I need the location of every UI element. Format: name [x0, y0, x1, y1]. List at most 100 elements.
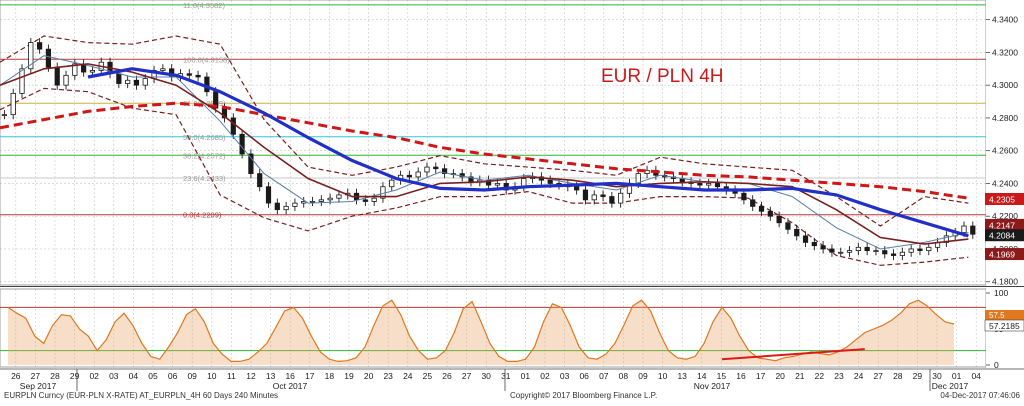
candle-body: [591, 194, 597, 201]
candle-body: [45, 48, 52, 68]
band-lower: [0, 87, 969, 266]
candle-body: [292, 202, 298, 207]
oscillator-trend-line: [721, 348, 865, 361]
x-tick-label: 20: [364, 371, 374, 381]
candle-body: [846, 250, 853, 253]
x-tick-label: 17: [305, 371, 315, 381]
candle-body: [362, 199, 368, 202]
price-tag-0: [985, 193, 1024, 206]
y-tick-label: 4.3000: [992, 80, 1018, 90]
x-tick-label: 29: [70, 371, 80, 381]
x-tick-label: 09: [187, 371, 197, 381]
x-tick-label: 16: [736, 371, 746, 381]
osc-tag-bg-1: [984, 319, 1024, 332]
y-tick-label: 4.3400: [992, 15, 1018, 25]
candle-body: [908, 248, 914, 253]
fib-level-label: 38.2(4.2572): [183, 151, 226, 160]
candle-body: [336, 194, 342, 199]
candle-body: [890, 253, 897, 256]
candle-body: [600, 194, 606, 197]
osc-y-tick-label: 100: [994, 288, 1008, 298]
x-tick-label: 13: [266, 371, 276, 381]
x-tick-label: 13: [677, 371, 687, 381]
y-tick-label: 4.2200: [992, 211, 1018, 221]
y-tick-label: 4.3200: [992, 47, 1018, 57]
x-tick-label: 24: [854, 371, 864, 381]
y-tick-label: 4.2800: [992, 113, 1018, 123]
x-tick-label: 28: [893, 371, 903, 381]
x-tick-label: 27: [462, 371, 472, 381]
x-tick-label: 02: [540, 371, 550, 381]
osc-y-tick-label: 0: [994, 360, 999, 370]
x-tick-label: 10: [658, 371, 668, 381]
price-tag-label: 4.1969: [989, 250, 1015, 260]
x-tick-label: 18: [325, 371, 335, 381]
candle-body: [204, 76, 210, 93]
candle-body: [1, 114, 8, 117]
candle-body: [811, 242, 817, 247]
x-tick-label: 24: [403, 371, 413, 381]
x-tick-label: 27: [873, 371, 883, 381]
y-tick-label: 4.2600: [992, 146, 1018, 156]
candle-body: [820, 245, 826, 250]
candle-body: [195, 74, 201, 78]
candle-body: [283, 205, 289, 211]
candle-body: [389, 179, 395, 188]
x-tick-label: 04: [129, 371, 139, 381]
period-label: Nov 2017: [694, 381, 731, 391]
x-tick-label: 27: [31, 371, 41, 381]
x-tick-label: 08: [619, 371, 629, 381]
candle-body: [618, 192, 624, 204]
candle-body: [767, 210, 773, 217]
candle-body: [133, 79, 140, 86]
x-tick-label: 23: [383, 371, 393, 381]
candle-body: [371, 197, 377, 202]
footer-right: 04-Dec-2017 07:46:06: [940, 391, 1020, 400]
price-tag-2: [985, 229, 1024, 242]
candle-body: [257, 173, 263, 188]
footer-center: Copyright© 2017 Bloomberg Finance L.P.: [510, 391, 657, 400]
candle-body: [609, 196, 615, 204]
candle-body: [961, 225, 967, 233]
fib-level-label: 11.8(4.3582): [183, 1, 225, 10]
x-tick-label: 21: [795, 371, 805, 381]
candle-body: [142, 78, 148, 86]
fib-level-label: 50.0(4.2685): [183, 133, 226, 142]
x-tick-label: 05: [148, 371, 158, 381]
candle-body: [230, 117, 236, 135]
x-tick-label: 30: [932, 371, 942, 381]
candle-body: [970, 225, 976, 235]
price-tag-label: 4.2305: [989, 195, 1015, 205]
candle-body: [785, 222, 791, 230]
x-tick-label: 11: [227, 371, 236, 381]
x-tick-label: 25: [423, 371, 433, 381]
x-tick-label: 14: [697, 371, 707, 381]
price-tag-1: [985, 218, 1024, 231]
x-tick-label: 20: [775, 371, 785, 381]
oscillator-fill: [8, 300, 954, 365]
x-tick-label: 09: [638, 371, 648, 381]
ema-short-line: [0, 55, 969, 250]
candle-body: [19, 68, 25, 94]
candle-body: [160, 68, 166, 71]
x-tick-label: 04: [971, 371, 981, 381]
footer-left: EURPLN Curncy (EUR-PLN X-RATE) AT_EURPLN…: [4, 391, 278, 400]
candle-body: [265, 186, 272, 204]
x-tick-label: 03: [560, 371, 570, 381]
x-tick-label: 02: [89, 371, 99, 381]
candle-body: [582, 189, 589, 201]
candle-body: [239, 133, 245, 155]
candle-body: [574, 186, 580, 191]
candle-body: [794, 228, 800, 237]
y-tick-label: 4.2400: [992, 178, 1018, 188]
candle-body: [855, 246, 861, 252]
price-axis-bg: [986, 0, 1024, 285]
candle-body: [186, 73, 192, 76]
candle-body: [829, 248, 835, 253]
candle-body: [248, 153, 254, 175]
x-tick-label: 06: [579, 371, 589, 381]
x-tick-label: 19: [344, 371, 354, 381]
x-tick-label: 03: [109, 371, 119, 381]
x-tick-label: 12: [246, 371, 256, 381]
